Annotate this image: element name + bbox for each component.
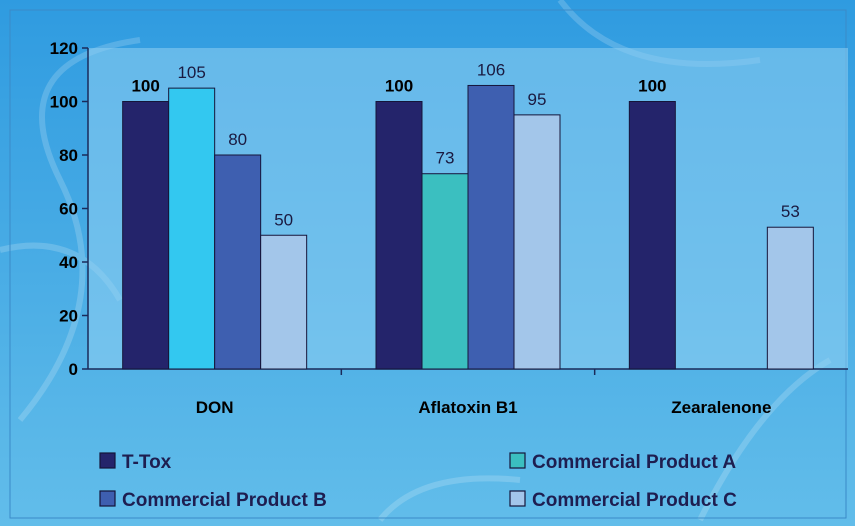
legend-swatch bbox=[509, 490, 526, 507]
bar bbox=[214, 154, 262, 370]
bar bbox=[766, 226, 814, 370]
bar bbox=[467, 84, 515, 370]
bar bbox=[122, 101, 170, 370]
data-label: 80 bbox=[228, 130, 247, 149]
bar bbox=[260, 234, 308, 370]
legend-label: Commercial Product A bbox=[532, 452, 736, 473]
bar bbox=[375, 101, 423, 370]
y-tick-label: 80 bbox=[59, 146, 78, 165]
pattern-swirl bbox=[697, 357, 832, 522]
legend-label: Commercial Product B bbox=[122, 490, 327, 511]
x-category-label: DON bbox=[196, 398, 234, 417]
data-label: 105 bbox=[177, 63, 205, 82]
y-tick-label: 0 bbox=[69, 360, 78, 379]
legend-swatch bbox=[99, 452, 116, 469]
y-tick-label: 60 bbox=[59, 200, 78, 219]
data-label: 95 bbox=[528, 90, 547, 109]
y-tick-label: 120 bbox=[50, 39, 78, 58]
legend-swatch bbox=[509, 452, 526, 469]
bar bbox=[628, 101, 676, 370]
y-tick-label: 20 bbox=[59, 307, 78, 326]
legend-label: Commercial Product C bbox=[532, 490, 737, 511]
data-label: 50 bbox=[274, 210, 293, 229]
bar bbox=[168, 87, 216, 370]
data-label: 53 bbox=[781, 202, 800, 221]
y-tick-label: 100 bbox=[50, 93, 78, 112]
pattern-swirl bbox=[377, 475, 521, 522]
legend-swatch bbox=[99, 490, 116, 507]
bar bbox=[421, 173, 469, 370]
legend: T-Tox Commercial Product A Commercial Prod… bbox=[99, 452, 737, 511]
bar bbox=[513, 114, 561, 370]
x-category-label: Zearalenone bbox=[671, 398, 771, 417]
data-label: 100 bbox=[385, 77, 413, 96]
legend-label: T-Tox bbox=[122, 452, 172, 473]
pattern-swirl bbox=[17, 37, 141, 422]
x-category-label: Aflatoxin B1 bbox=[418, 398, 517, 417]
y-tick-label: 40 bbox=[59, 253, 78, 272]
data-label: 73 bbox=[436, 149, 455, 168]
data-label: 100 bbox=[131, 77, 159, 96]
data-label: 100 bbox=[638, 77, 666, 96]
data-label: 106 bbox=[477, 60, 505, 79]
